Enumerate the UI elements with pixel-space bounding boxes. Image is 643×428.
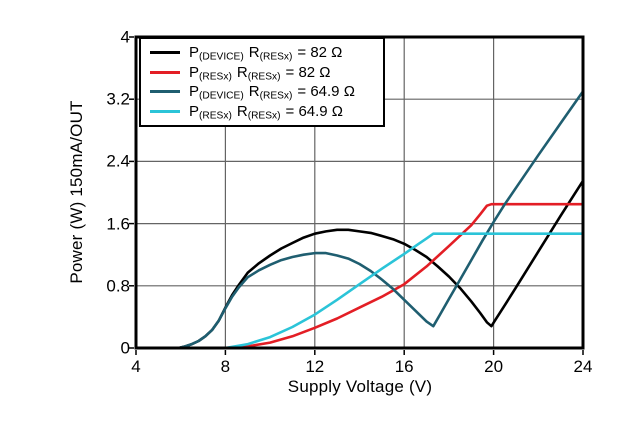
- legend-entry: P(RESx) R(RESx) = 64.9 Ω: [150, 102, 379, 122]
- y-tick-label: 2.4: [106, 151, 130, 171]
- legend-line-swatch-icon: [150, 109, 180, 113]
- y-tick-label: 0.8: [106, 276, 130, 296]
- series-curve: [225, 232, 583, 350]
- y-tick-label: 1.6: [106, 214, 130, 234]
- series-curve: [178, 180, 585, 350]
- x-tick-label: 8: [220, 357, 231, 376]
- x-tick-label: 4: [131, 357, 141, 376]
- legend-entry: P(DEVICE) R(RESx) = 82 Ω: [150, 44, 379, 63]
- legend-label: P(DEVICE) R(RESx) = 82 Ω: [189, 44, 343, 63]
- series-curve: [229, 202, 583, 350]
- series-curve: [178, 90, 585, 350]
- y-tick-label: 0: [120, 338, 130, 358]
- legend-entry: P(DEVICE) R(RESx) = 64.9 Ω: [150, 83, 379, 102]
- x-axis-title: Supply Voltage (V): [287, 377, 433, 396]
- legend-label: P(DEVICE) R(RESx) = 64.9 Ω: [189, 83, 355, 102]
- legend-line-swatch-icon: [150, 51, 180, 55]
- y-tick-label: 3.2: [106, 89, 130, 109]
- legend-label: P(RESx) R(RESx) = 64.9 Ω: [189, 102, 344, 122]
- x-tick-label: 12: [305, 357, 325, 376]
- legend-entry: P(RESx) R(RESx) = 82 Ω: [150, 63, 379, 83]
- legend-line-swatch-icon: [150, 70, 180, 74]
- x-tick-label: 16: [394, 357, 414, 376]
- x-tick-label: 20: [484, 357, 504, 376]
- x-tick-label: 24: [573, 357, 593, 376]
- y-tick-label: 4: [120, 27, 130, 47]
- legend-line-swatch-icon: [150, 90, 180, 94]
- legend-label: P(RESx) R(RESx) = 82 Ω: [189, 63, 331, 83]
- y-axis-title: Power (W) 150mA/OUT: [67, 100, 86, 284]
- legend: P(DEVICE) R(RESx) = 82 Ω P(RESx) R(RESx) = 82…: [139, 37, 385, 127]
